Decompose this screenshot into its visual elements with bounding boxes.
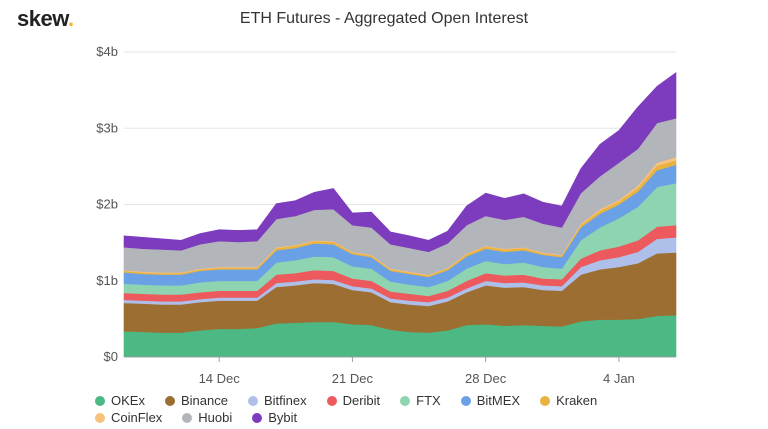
- legend-label: Binance: [180, 393, 228, 408]
- logo-text: skew: [17, 6, 69, 31]
- legend-swatch: [540, 395, 551, 406]
- legend-swatch: [400, 395, 411, 406]
- legend-item-bybit[interactable]: Bybit: [252, 410, 297, 425]
- y-tick-label: $3b: [96, 120, 118, 135]
- legend-item-coinflex[interactable]: CoinFlex: [95, 410, 162, 425]
- x-tick-label: 28 Dec: [465, 371, 507, 386]
- legend-swatch: [164, 395, 175, 406]
- legend-swatch: [247, 395, 258, 406]
- y-tick-label: $0: [104, 349, 118, 364]
- legend-swatch: [252, 412, 263, 423]
- area-bybit: [123, 72, 677, 253]
- legend-label: Deribit: [342, 393, 381, 408]
- legend-item-bitmex[interactable]: BitMEX: [460, 393, 521, 408]
- axis-labels: $0 $1b $2b $3b $4b 14 Dec 21 Dec 28 Dec 4 Jan: [96, 44, 676, 386]
- legend-swatch: [326, 395, 337, 406]
- x-tick-label: 14 Dec: [199, 371, 241, 386]
- logo-dot: .: [68, 6, 74, 31]
- legend-item-okex[interactable]: OKEx: [95, 393, 145, 408]
- legend-swatch: [95, 412, 105, 423]
- legend-item-huobi[interactable]: Huobi: [182, 410, 232, 425]
- chart-title: ETH Futures - Aggregated Open Interest: [239, 10, 529, 27]
- legend-swatch: [95, 395, 105, 406]
- legend-item-bitfinex[interactable]: Bitfinex: [247, 393, 307, 408]
- y-tick-label: $2b: [96, 197, 118, 212]
- chart-legend: OKEx Binance Bitfinex Deribit FTX BitMEX Krake…: [95, 392, 715, 426]
- legend-item-kraken[interactable]: Kraken: [540, 393, 597, 408]
- legend-label: FTX: [416, 393, 441, 408]
- legend-label: Huobi: [198, 410, 233, 425]
- legend-label: BitMEX: [476, 393, 521, 408]
- legend-swatch: [460, 395, 471, 406]
- legend-label: OKEx: [111, 393, 145, 408]
- y-tick-label: $4b: [96, 44, 118, 59]
- legend-item-deribit[interactable]: Deribit: [326, 393, 381, 408]
- x-tick-label: 21 Dec: [332, 371, 374, 386]
- x-tick-label: 4 Jan: [603, 371, 635, 386]
- legend-label: Bybit: [268, 410, 298, 425]
- legend-row: CoinFlex Huobi Bybit: [95, 409, 715, 426]
- legend-label: CoinFlex: [111, 410, 163, 425]
- legend-label: Kraken: [556, 393, 598, 408]
- legend-row: OKEx Binance Bitfinex Deribit FTX BitMEX Krake…: [95, 392, 715, 409]
- skew-logo: skew.: [17, 6, 74, 32]
- legend-item-binance[interactable]: Binance: [164, 393, 228, 408]
- legend-swatch: [182, 412, 193, 423]
- legend-item-ftx[interactable]: FTX: [400, 393, 441, 408]
- y-tick-label: $1b: [96, 273, 118, 288]
- legend-label: Bitfinex: [263, 393, 307, 408]
- area-layers: [123, 72, 677, 358]
